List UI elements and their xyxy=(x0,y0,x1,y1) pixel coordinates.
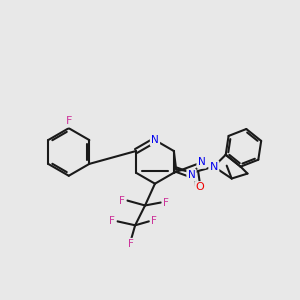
Text: F: F xyxy=(110,216,115,226)
Text: N: N xyxy=(151,135,159,145)
Text: F: F xyxy=(163,197,169,208)
Text: F: F xyxy=(119,196,125,206)
Text: F: F xyxy=(128,239,134,249)
Text: O: O xyxy=(196,182,204,192)
Text: F: F xyxy=(66,116,72,126)
Text: N: N xyxy=(188,170,195,180)
Text: F: F xyxy=(151,216,157,226)
Text: N: N xyxy=(210,162,218,172)
Text: N: N xyxy=(198,158,206,167)
